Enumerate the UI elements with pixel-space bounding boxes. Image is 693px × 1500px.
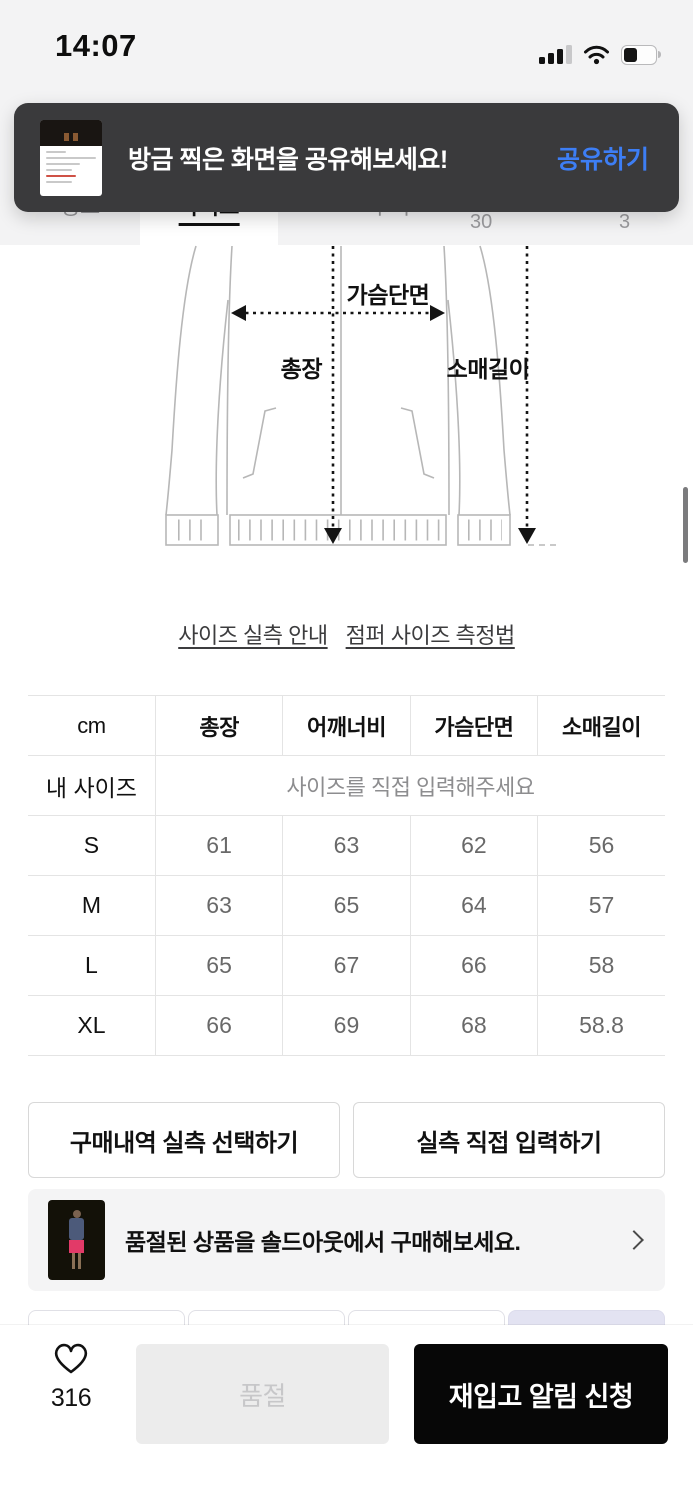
measure-lines — [238, 246, 529, 532]
cell: 65 — [155, 935, 284, 996]
table-row: S 61 63 62 56 — [28, 815, 665, 876]
wifi-icon — [584, 45, 609, 65]
select-purchase-measure-button[interactable]: 구매내역 실측 선택하기 — [28, 1102, 340, 1178]
cell: 66 — [155, 995, 284, 1056]
restock-alert-button[interactable]: 재입고 알림 신청 — [414, 1344, 668, 1444]
status-bar: 14:07 — [0, 0, 693, 100]
col-header-shoulder: 어깨너비 — [282, 695, 411, 756]
cell: 63 — [155, 875, 284, 936]
cell: 61 — [155, 815, 284, 876]
status-icons — [539, 44, 661, 65]
size-action-buttons: 구매내역 실측 선택하기 실측 직접 입력하기 — [28, 1102, 665, 1178]
cell: 64 — [410, 875, 539, 936]
clock: 14:07 — [55, 28, 137, 63]
col-header-chest: 가슴단면 — [410, 695, 539, 756]
cell: 58.8 — [537, 995, 665, 1056]
measure-guide-link[interactable]: 점퍼 사이즈 측정법 — [345, 623, 516, 648]
soldout-banner[interactable]: 품절된 상품을 솔드아웃에서 구매해보세요. — [28, 1189, 665, 1291]
soldout-button[interactable]: 품절 — [136, 1344, 389, 1444]
heart-icon[interactable] — [50, 1339, 92, 1377]
size-xl: XL — [28, 995, 156, 1056]
table-row: XL 66 69 68 58.8 — [28, 995, 665, 1056]
cell: 68 — [410, 995, 539, 1056]
size-table-header-row: cm 총장 어깨너비 가슴단면 소매길이 — [28, 695, 665, 756]
tab-review-count[interactable]: 30 — [470, 211, 493, 233]
cellular-signal-icon — [539, 44, 572, 64]
soldout-banner-text: 품절된 상품을 솔드아웃에서 구매해보세요. — [125, 1229, 521, 1255]
tab-inquiry-count[interactable]: 3 — [619, 211, 631, 233]
col-header-sleeve: 소매길이 — [537, 695, 665, 756]
measure-arrowheads — [231, 305, 536, 544]
size-guide-link[interactable]: 사이즈 실측 안내 — [178, 623, 328, 648]
size-table: cm 총장 어깨너비 가슴단면 소매길이 내 사이즈 사이즈를 직접 입력해주세… — [28, 695, 665, 1056]
scrollbar[interactable] — [683, 487, 688, 563]
table-row: M 63 65 64 57 — [28, 875, 665, 936]
my-size-row: 내 사이즈 사이즈를 직접 입력해주세요 — [28, 755, 665, 816]
unit-header: cm — [28, 695, 156, 756]
cell: 62 — [410, 815, 539, 876]
size-s: S — [28, 815, 156, 876]
my-size-label: 내 사이즈 — [28, 755, 156, 816]
like-count: 316 — [50, 1384, 92, 1412]
chevron-right-icon — [624, 1230, 644, 1250]
col-header-length: 총장 — [155, 695, 284, 756]
sleeve-label: 소매길이 — [447, 356, 530, 382]
cell: 57 — [537, 875, 665, 936]
size-m: M — [28, 875, 156, 936]
cell: 56 — [537, 815, 665, 876]
my-size-input[interactable]: 사이즈를 직접 입력해주세요 — [155, 755, 665, 816]
like-widget: 316 — [40, 1339, 102, 1413]
toast-message: 방금 찍은 화면을 공유해보세요! — [128, 145, 448, 174]
cell: 67 — [282, 935, 411, 996]
table-row: L 65 67 66 58 — [28, 935, 665, 996]
cell: 65 — [282, 875, 411, 936]
guide-links: 사이즈 실측 안내 점퍼 사이즈 측정법 — [0, 618, 693, 650]
screenshot-share-toast[interactable]: 방금 찍은 화면을 공유해보세요! 공유하기 — [14, 103, 679, 212]
jacket-measure-diagram: 가슴단면 총장 소매길이 — [165, 245, 560, 546]
cell: 58 — [537, 935, 665, 996]
cell: 66 — [410, 935, 539, 996]
screenshot-thumbnail — [40, 119, 102, 196]
enter-measure-button[interactable]: 실측 직접 입력하기 — [353, 1102, 665, 1178]
chest-label: 가슴단면 — [347, 282, 430, 308]
battery-icon — [621, 44, 661, 65]
cell: 69 — [282, 995, 411, 1056]
length-label: 총장 — [281, 356, 323, 382]
size-l: L — [28, 935, 156, 996]
bottom-action-bar: 316 품절 재입고 알림 신청 — [0, 1325, 693, 1500]
share-button[interactable]: 공유하기 — [556, 145, 649, 174]
product-thumbnail — [48, 1200, 105, 1280]
cell: 63 — [282, 815, 411, 876]
